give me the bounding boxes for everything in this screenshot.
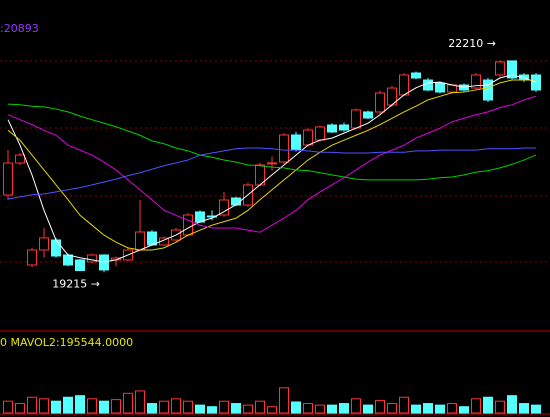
volume-bar [411,404,421,414]
volume-bar [39,398,49,414]
candle-body [51,239,61,257]
volume-bar [159,400,169,414]
ma-line [7,74,537,263]
candle-body [147,231,157,246]
candle-body [3,162,13,196]
volume-bar [171,398,181,414]
volume-bar [111,399,121,414]
candle-body [339,124,349,131]
volume-bar [123,392,133,414]
candle-body [351,109,361,129]
volume-bar [435,404,445,414]
candle-body [75,259,85,272]
volume-bar [99,400,109,414]
candle-body [435,82,445,93]
indicator-label: :20893 [0,22,39,35]
volume-bar [531,404,541,414]
volume-bar [291,401,301,414]
volume-bar [207,406,217,414]
candle-body [495,61,505,76]
candle-body [207,215,217,218]
candle-body [315,126,325,141]
candle-body [27,249,37,266]
volume-bar [87,398,97,414]
volume-bar [519,403,529,414]
candle-body [279,134,289,163]
candle-body [291,134,301,151]
candle-body [183,214,193,236]
volume-bar [351,398,361,414]
volume-bar [231,403,241,414]
volume-bar [135,390,145,414]
ma-line [7,79,536,251]
volume-bar [507,395,517,414]
candle-body [507,60,517,79]
volume-bar [27,396,37,414]
volume-bar [147,403,157,414]
candle-body [363,111,373,119]
volume-bar [327,404,337,414]
volume-bar [3,400,13,414]
volume-bar [267,406,277,414]
volume-bar [495,400,505,414]
candle-body [219,199,229,216]
ma-line [7,95,537,233]
volume-bar [303,403,313,414]
candle-body [63,254,73,266]
volume-bar [75,395,85,414]
volume-bar [195,404,205,414]
volume-bar [483,396,493,414]
volume-bar [339,403,349,414]
volume-bar [387,403,397,414]
volume-bar [63,396,73,414]
candle-body [375,92,385,113]
volume-bar [243,404,253,414]
annotation: 19215 → [52,277,100,290]
ma-line [7,103,537,181]
volume-bar [279,387,289,414]
volume-bar [183,400,193,414]
volume-bar [15,403,25,414]
annotation: 22210 → [448,37,496,50]
ma-line [7,147,536,200]
volume-bar [219,400,229,414]
volume-bar [51,400,61,414]
volume-bar [423,403,433,414]
candle-body [87,254,97,263]
candle-body [399,74,409,96]
candle-body [15,154,25,164]
candle-body [483,79,493,101]
volume-bar [459,406,469,414]
volume-bar [363,404,373,414]
candle-body [531,74,541,91]
candle-body [267,162,277,165]
volume-label: 0 MAVOL2:195544.0000 [0,336,133,349]
candle-body [39,237,49,251]
candle-body [411,72,421,79]
volume-bar [399,396,409,414]
candle-body [135,231,145,251]
volume-bar [471,398,481,414]
volume-bar [447,403,457,414]
candle-body [471,74,481,89]
volume-bar [315,404,325,414]
candle-body [327,124,337,133]
candle-body [423,79,433,91]
candle-body [303,129,313,146]
volume-bar [375,399,385,414]
volume-bar [255,400,265,414]
